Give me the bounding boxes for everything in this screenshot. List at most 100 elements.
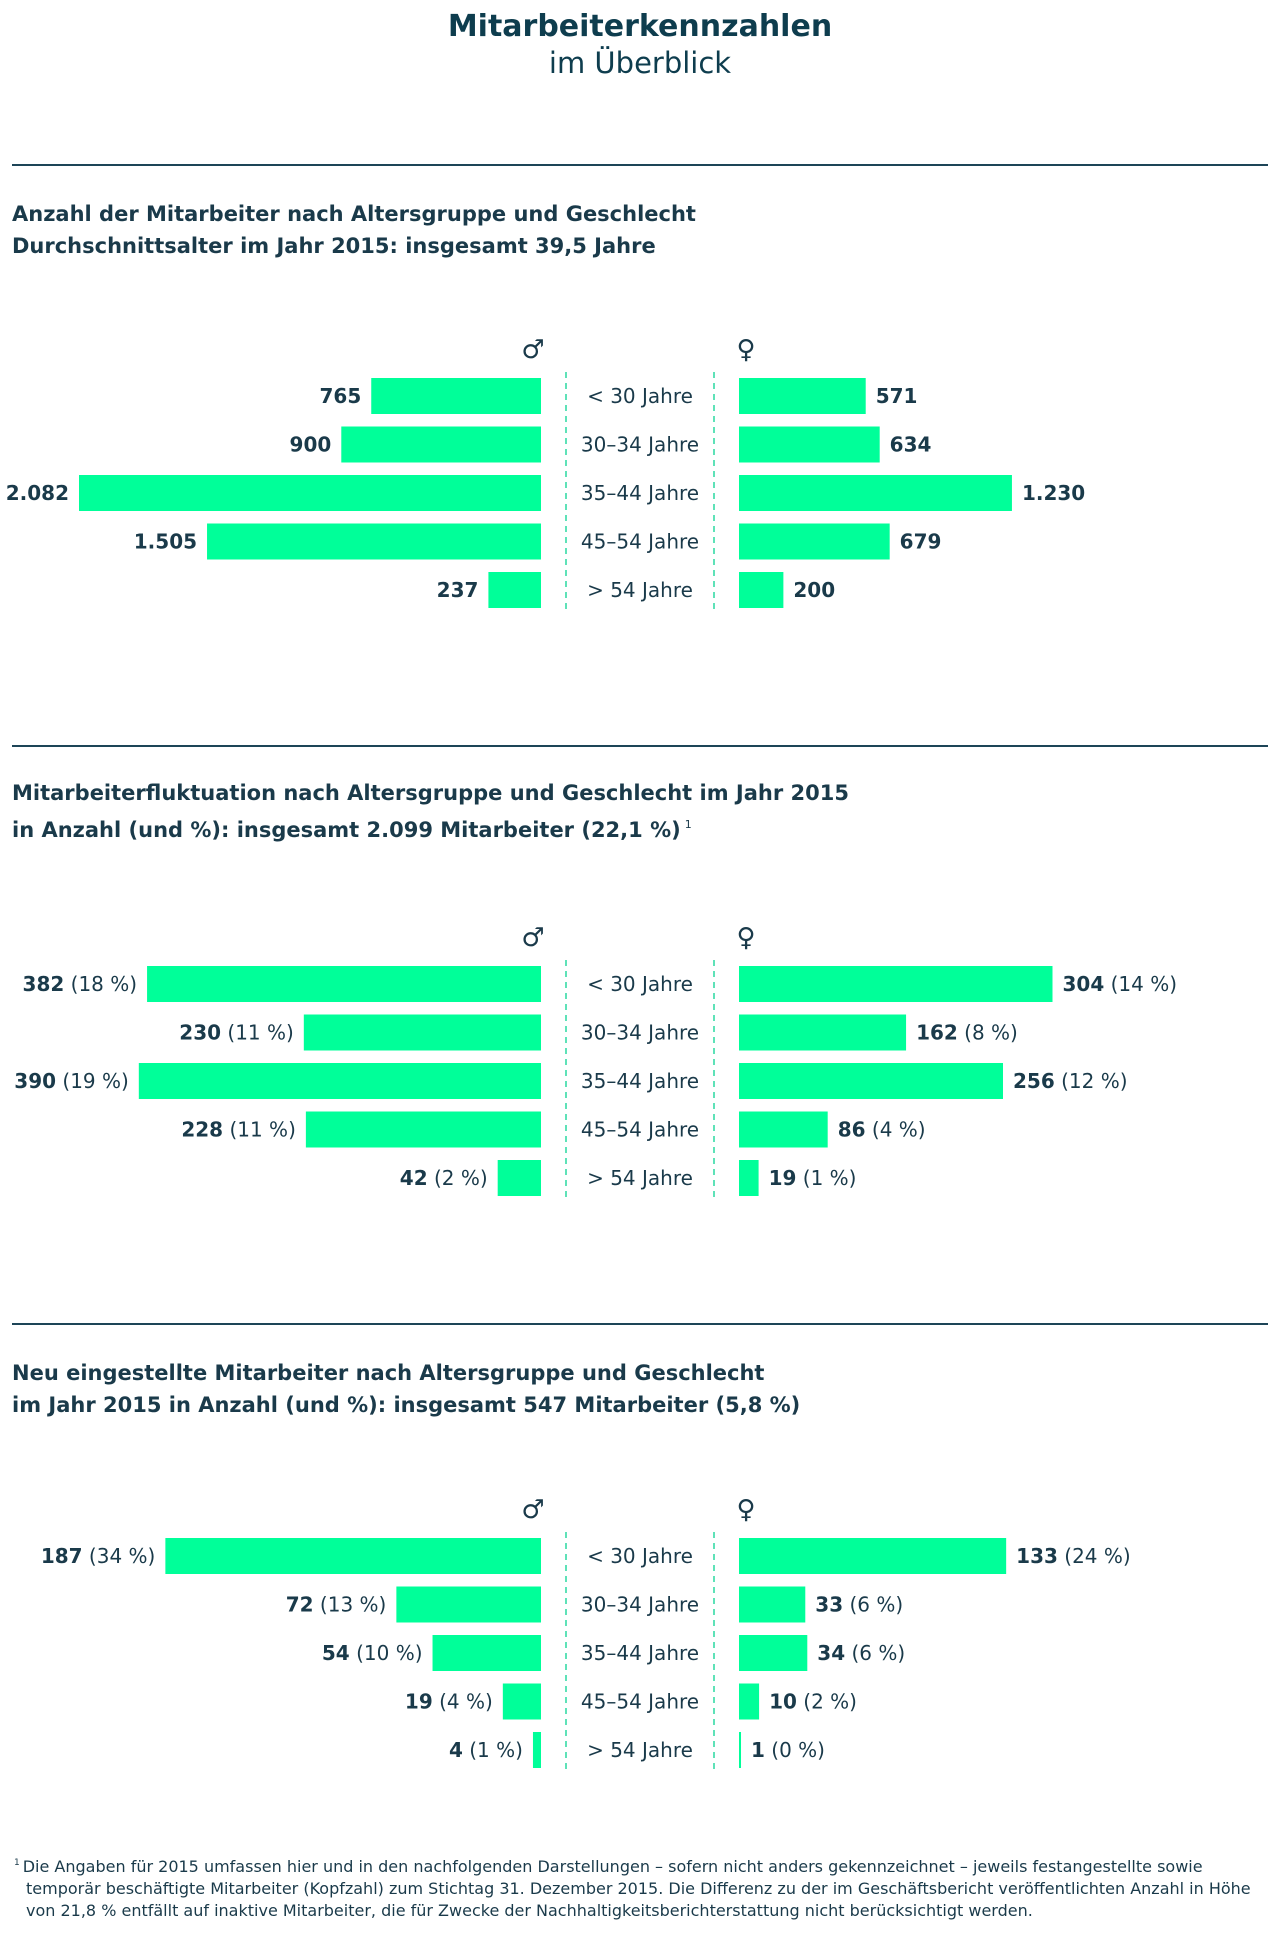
female-value-label: 86 (4 %) — [838, 1118, 926, 1142]
male-value-label: 237 — [437, 578, 479, 602]
female-value: 634 — [890, 433, 932, 457]
female-value: 256 — [1013, 1069, 1055, 1093]
male-value: 390 — [14, 1069, 56, 1093]
female-percent: (1 %) — [796, 1166, 856, 1190]
female-value-label: 571 — [876, 384, 918, 408]
male-value-label: 187 (34 %) — [41, 1544, 156, 1568]
category-label: 45–54 Jahre — [581, 1690, 699, 1714]
male-percent: (18 %) — [64, 972, 137, 996]
male-percent: (11 %) — [221, 1021, 294, 1045]
page-title-line2: im Überblick — [548, 46, 732, 80]
chart2-title: Mitarbeiterfluktuation nach Altersgruppe… — [12, 781, 849, 805]
chart3-subtitle: im Jahr 2015 in Anzahl (und %): insgesam… — [12, 1393, 801, 1417]
female-icon: ♀ — [736, 335, 755, 365]
male-bar — [165, 1538, 542, 1574]
female-value-label: 1 (0 %) — [751, 1738, 825, 1762]
male-value-label: 42 (2 %) — [400, 1166, 488, 1190]
category-label: 30–34 Jahre — [581, 1593, 699, 1617]
male-value-label: 4 (1 %) — [449, 1738, 523, 1762]
chart2-subtitle: in Anzahl (und %): insgesamt 2.099 Mitar… — [12, 818, 681, 842]
male-value: 1.505 — [134, 530, 197, 554]
female-percent: (4 %) — [866, 1118, 926, 1142]
male-bar — [532, 1732, 541, 1768]
female-value: 34 — [817, 1641, 845, 1665]
female-value-label: 1.230 — [1022, 481, 1085, 505]
female-value: 304 — [1063, 972, 1105, 996]
male-value: 228 — [181, 1118, 223, 1142]
male-percent: (11 %) — [223, 1118, 296, 1142]
male-value: 72 — [286, 1593, 314, 1617]
page-title-line1: Mitarbeiterkennzahlen — [447, 9, 833, 44]
female-bar — [739, 1063, 1003, 1099]
male-value-label: 19 (4 %) — [405, 1690, 493, 1714]
female-value: 133 — [1016, 1544, 1058, 1568]
male-value-label: 228 (11 %) — [181, 1118, 296, 1142]
male-bar — [371, 378, 541, 414]
male-value: 187 — [41, 1544, 83, 1568]
category-label: 45–54 Jahre — [581, 530, 699, 554]
female-value-label: 19 (1 %) — [769, 1166, 857, 1190]
female-percent: (14 %) — [1104, 972, 1177, 996]
male-percent: (34 %) — [83, 1544, 156, 1568]
female-value: 162 — [916, 1021, 958, 1045]
female-bar — [739, 378, 866, 414]
female-icon: ♀ — [736, 1495, 755, 1525]
female-value-label: 33 (6 %) — [815, 1593, 903, 1617]
male-icon: ♂ — [521, 923, 544, 953]
category-label: 35–44 Jahre — [581, 481, 699, 505]
male-value: 382 — [23, 972, 65, 996]
category-label: 30–34 Jahre — [581, 433, 699, 457]
male-bar — [341, 426, 541, 463]
male-bar — [147, 966, 541, 1002]
footnote-ref: 1 — [684, 818, 692, 831]
male-value: 765 — [319, 384, 361, 408]
chart1-pyramid: ♂ ♀ < 30 Jahre 765 571 30–34 Jahre 900 634 35–44… — [6, 335, 1085, 614]
male-bar — [303, 1014, 541, 1051]
male-percent: (10 %) — [350, 1641, 423, 1665]
female-bar — [739, 1683, 760, 1720]
female-value-label: 162 (8 %) — [916, 1021, 1018, 1045]
chart3-heading: Neu eingestellte Mitarbeiter nach Alters… — [12, 1357, 800, 1421]
female-percent: (6 %) — [845, 1641, 905, 1665]
male-value-label: 230 (11 %) — [179, 1021, 294, 1045]
female-icon: ♀ — [736, 923, 755, 953]
male-value-label: 2.082 — [6, 481, 69, 505]
footnote-marker: 1 — [14, 1858, 20, 1868]
footnote-line3: von 21,8 % entfällt auf inaktive Mitarbe… — [26, 1901, 1033, 1920]
female-bar — [739, 1732, 742, 1768]
male-value: 2.082 — [6, 481, 69, 505]
category-label: < 30 Jahre — [587, 972, 693, 996]
male-value-label: 765 — [319, 384, 361, 408]
male-bar — [502, 1683, 541, 1720]
male-percent: (4 %) — [433, 1690, 493, 1714]
male-bar — [138, 1063, 541, 1099]
female-percent: (2 %) — [797, 1690, 857, 1714]
male-bar — [305, 1111, 541, 1148]
female-value: 200 — [793, 578, 835, 602]
female-value: 1.230 — [1022, 481, 1085, 505]
male-percent: (13 %) — [314, 1593, 387, 1617]
male-bar — [396, 1586, 541, 1623]
male-bar — [432, 1635, 541, 1671]
female-percent: (6 %) — [843, 1593, 903, 1617]
male-value-label: 382 (18 %) — [23, 972, 138, 996]
category-label: > 54 Jahre — [587, 1738, 693, 1762]
male-icon: ♂ — [521, 1495, 544, 1525]
category-label: 35–44 Jahre — [581, 1641, 699, 1665]
female-bar — [739, 1160, 759, 1196]
male-value-label: 900 — [290, 433, 332, 457]
female-value-label: 34 (6 %) — [817, 1641, 905, 1665]
female-value-label: 679 — [900, 530, 942, 554]
chart2-pyramid: ♂ ♀ < 30 Jahre 382 (18 %) 304 (14 %) 30–34 Ja… — [14, 923, 1177, 1202]
footnote-line2: temporär beschäftigte Mitarbeiter (Kopfz… — [26, 1879, 1251, 1898]
male-percent: (2 %) — [428, 1166, 488, 1190]
female-value-label: 200 — [793, 578, 835, 602]
male-value-label: 1.505 — [134, 530, 197, 554]
female-value-label: 256 (12 %) — [1013, 1069, 1128, 1093]
female-value: 86 — [838, 1118, 866, 1142]
chart1-heading: Anzahl der Mitarbeiter nach Altersgruppe… — [12, 198, 696, 262]
female-value: 10 — [769, 1690, 797, 1714]
male-bar — [488, 572, 541, 608]
female-bar — [739, 572, 784, 608]
